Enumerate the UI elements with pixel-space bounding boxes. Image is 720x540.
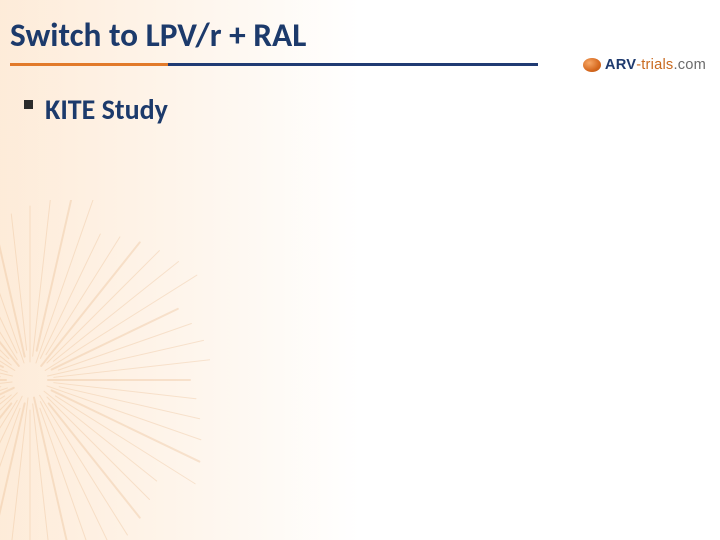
brand-logo: ARV-trials.com <box>583 56 706 74</box>
sunburst-decor <box>0 200 210 540</box>
slide-title: Switch to LPV/r + RAL <box>10 14 710 55</box>
logo-com: .com <box>673 57 706 73</box>
globe-icon <box>583 58 601 72</box>
bullet-item: KITE Study <box>24 92 700 127</box>
square-bullet-icon <box>24 100 33 109</box>
content-area: KITE Study <box>0 66 720 127</box>
title-area: Switch to LPV/r + RAL <box>0 0 720 63</box>
bullet-text: KITE Study <box>45 92 168 127</box>
logo-arv: ARV <box>605 57 636 73</box>
logo-trials: -trials <box>636 57 673 73</box>
brand-logo-text: ARV-trials.com <box>605 56 706 74</box>
